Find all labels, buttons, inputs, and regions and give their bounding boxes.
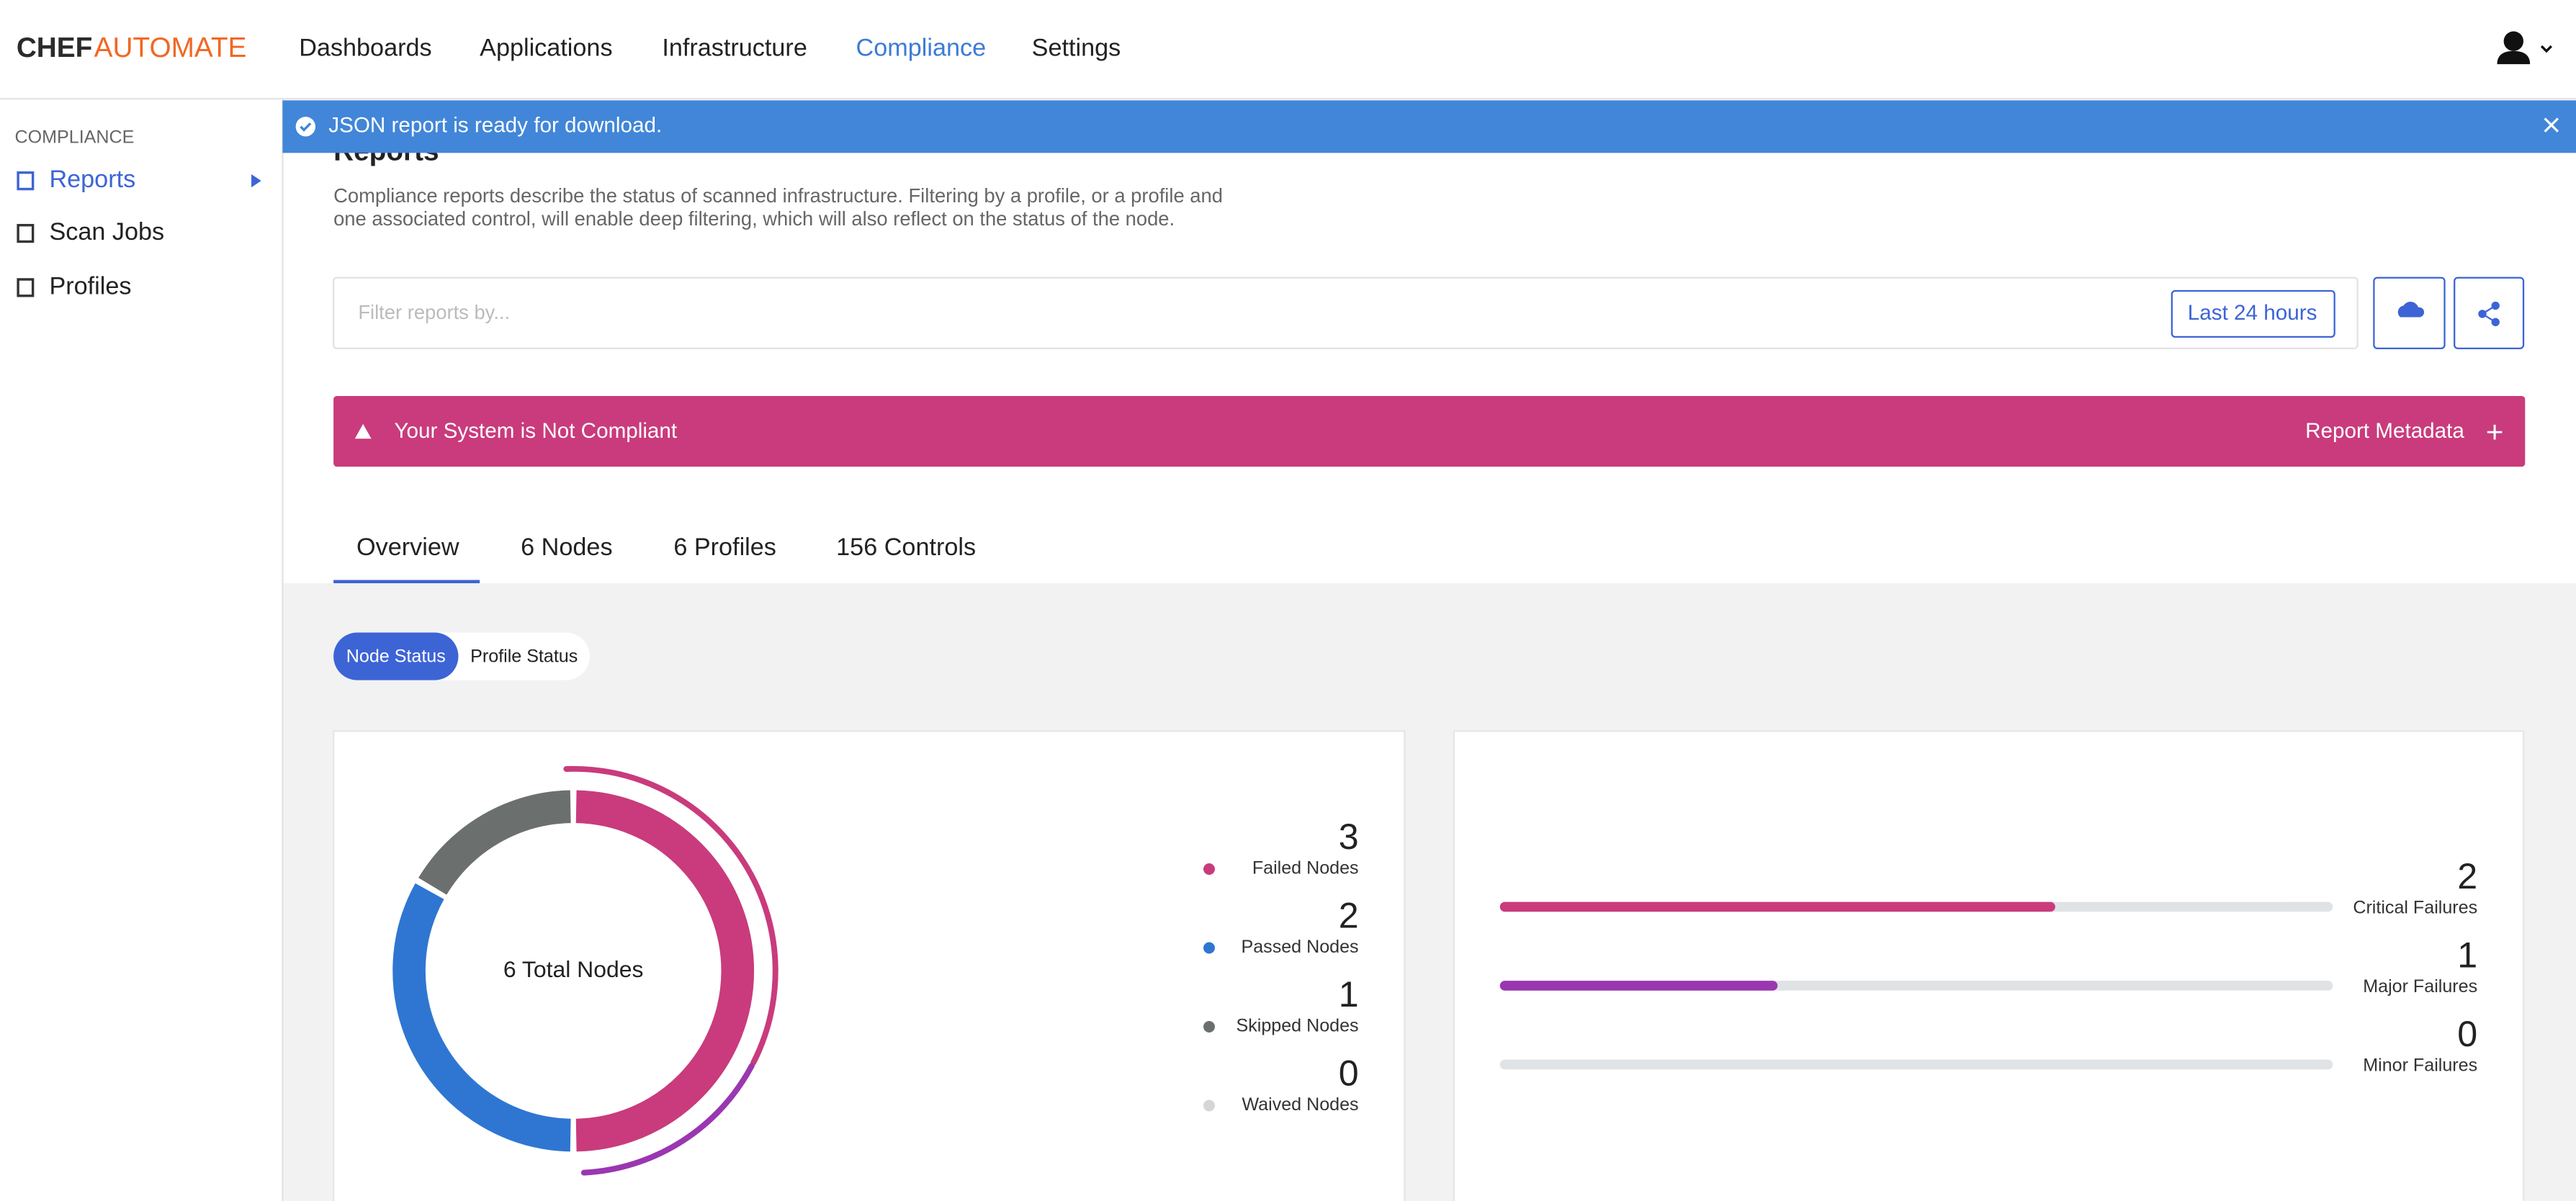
legend-label: Waived Nodes — [1242, 1094, 1358, 1115]
failure-bar — [1499, 901, 2055, 912]
download-icon — [2397, 302, 2425, 318]
legend-label: Passed Nodes — [1241, 937, 1358, 957]
notification-bar — [282, 100, 2576, 153]
user-body — [2497, 50, 2531, 65]
warning-icon — [354, 423, 372, 439]
tab[interactable]: 156 Controls — [836, 534, 976, 561]
failure-arc — [580, 1063, 755, 1176]
share-button[interactable] — [2454, 276, 2525, 349]
failures-card — [1453, 730, 2525, 1201]
user-head — [2503, 31, 2523, 51]
failure-value: 1 — [2457, 935, 2477, 975]
donut-segment — [418, 790, 571, 896]
page-description: Compliance reports describe the status o… — [333, 184, 1223, 207]
legend-dot — [1203, 942, 1215, 954]
donut-center-label: 6 Total Nodes — [503, 956, 644, 982]
sidebar-arrow — [251, 174, 261, 188]
nav-item[interactable]: Applications — [480, 35, 612, 62]
legend-dot — [1203, 1099, 1215, 1112]
expand-icon[interactable] — [2487, 424, 2503, 440]
status-text: Your System is Not Compliant — [395, 419, 678, 443]
failure-value: 2 — [2457, 856, 2477, 896]
legend-value: 0 — [1339, 1053, 1359, 1094]
legend-dot — [1203, 1021, 1215, 1033]
sidebar-item[interactable]: Reports — [49, 166, 135, 193]
share-lines — [2480, 305, 2496, 323]
legend-label: Failed Nodes — [1252, 858, 1359, 878]
content: CHEF AUTOMATE Dashboards Applications Infras… — [15, 32, 2477, 1176]
user-icon[interactable] — [2497, 31, 2552, 65]
sidebar-icon — [17, 171, 35, 191]
nav-item[interactable]: Compliance — [856, 35, 987, 62]
failure-arc — [563, 765, 778, 1066]
notification-text: JSON report is ready for download. — [328, 114, 662, 138]
legend-value: 1 — [1339, 974, 1359, 1015]
logo-light: AUTOMATE — [94, 32, 247, 63]
sidebar-item[interactable]: Scan Jobs — [49, 218, 164, 246]
share-icon — [2478, 301, 2500, 327]
page-description: one associated control, will enable deep… — [333, 207, 1175, 230]
filter-input[interactable] — [332, 276, 2359, 349]
toggle-active[interactable] — [333, 632, 459, 680]
check-mark — [300, 122, 312, 132]
time-range[interactable]: Last 24 hours — [2188, 301, 2317, 325]
filter-placeholder: Filter reports by... — [358, 301, 510, 323]
failure-label: Critical Failures — [2353, 897, 2477, 917]
toggle-option[interactable]: Node Status — [346, 646, 446, 666]
user-caret — [2540, 45, 2552, 53]
tab[interactable]: 6 Profiles — [673, 534, 776, 561]
sidebar-section: COMPLIANCE — [15, 127, 135, 147]
status-banner — [333, 395, 2526, 467]
bar-track — [1499, 1059, 2333, 1070]
close-icon[interactable] — [2544, 117, 2559, 132]
nav-item[interactable]: Settings — [1032, 35, 1121, 62]
legend-dot — [1203, 863, 1215, 875]
donut-segment — [575, 790, 755, 1152]
tab[interactable]: 6 Nodes — [521, 534, 612, 561]
logo-bold: CHEF — [17, 32, 93, 63]
failure-label: Major Failures — [2363, 976, 2477, 997]
nav-item[interactable]: Infrastructure — [662, 35, 807, 62]
time-range-button[interactable] — [2171, 289, 2335, 338]
legend-value: 3 — [1339, 817, 1359, 857]
failure-bar — [1499, 981, 1778, 991]
nav-item[interactable]: Dashboards — [299, 35, 431, 62]
donut-segment — [392, 883, 571, 1152]
sidebar-item[interactable]: Profiles — [49, 272, 131, 300]
legend-label: Skipped Nodes — [1237, 1016, 1359, 1036]
sidebar-icon — [17, 224, 35, 243]
sidebar-icon — [17, 278, 35, 297]
overlay: JSON report is ready for download. — [328, 114, 662, 138]
tab[interactable]: Overview — [356, 534, 459, 561]
legend-value: 2 — [1339, 896, 1359, 936]
status-action[interactable]: Report Metadata — [2305, 419, 2464, 443]
failure-value: 0 — [2457, 1014, 2477, 1054]
failure-label: Minor Failures — [2363, 1055, 2477, 1075]
toggle-option[interactable]: Profile Status — [470, 646, 578, 666]
